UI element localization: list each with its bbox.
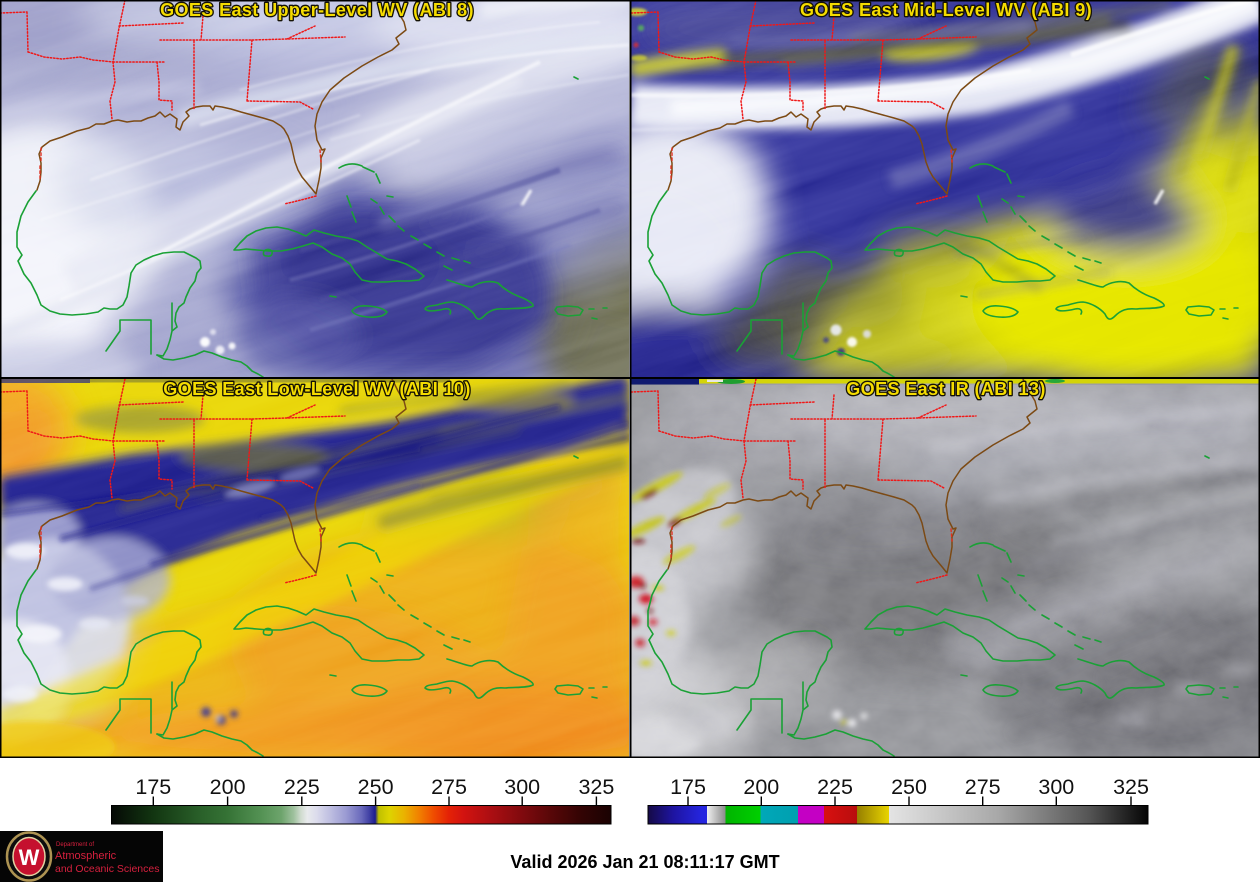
svg-text:Valid 2026 Jan 21 08:11:17 GMT: Valid 2026 Jan 21 08:11:17 GMT <box>510 852 779 872</box>
svg-text:300: 300 <box>504 775 540 799</box>
svg-text:200: 200 <box>743 775 779 799</box>
svg-text:and Oceanic Sciences: and Oceanic Sciences <box>55 863 159 875</box>
svg-text:275: 275 <box>431 775 467 799</box>
svg-text:Department of: Department of <box>56 842 94 848</box>
svg-text:250: 250 <box>358 775 394 799</box>
svg-text:GOES East Upper-Level WV (ABI: GOES East Upper-Level WV (ABI 8) <box>160 0 474 20</box>
svg-text:175: 175 <box>135 775 171 799</box>
svg-text:Atmospheric: Atmospheric <box>55 850 117 862</box>
svg-text:300: 300 <box>1038 775 1074 799</box>
svg-text:GOES East Low-Level WV (ABI 10: GOES East Low-Level WV (ABI 10) <box>163 379 470 399</box>
svg-text:225: 225 <box>817 775 853 799</box>
svg-text:GOES East IR (ABI 13): GOES East IR (ABI 13) <box>846 379 1045 399</box>
svg-text:325: 325 <box>578 775 614 799</box>
svg-text:275: 275 <box>965 775 1001 799</box>
svg-text:225: 225 <box>284 775 320 799</box>
svg-text:W: W <box>19 845 40 870</box>
svg-text:200: 200 <box>210 775 246 799</box>
svg-text:325: 325 <box>1113 775 1149 799</box>
svg-text:GOES East Mid-Level WV (ABI 9): GOES East Mid-Level WV (ABI 9) <box>800 0 1092 20</box>
svg-text:250: 250 <box>891 775 927 799</box>
svg-text:175: 175 <box>670 775 706 799</box>
